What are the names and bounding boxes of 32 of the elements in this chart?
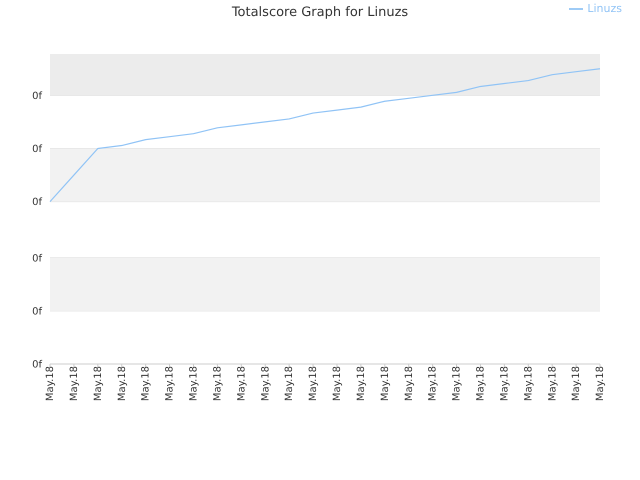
legend-label: Linuzs [587, 2, 622, 16]
x-tick-label: May.18 [284, 366, 296, 402]
x-tick-label: May.18 [164, 366, 176, 402]
x-tick-label: May.18 [595, 366, 606, 402]
x-tick-label: May.18 [523, 366, 534, 402]
text: 0f [32, 306, 42, 318]
x-tick-label: May.18 [260, 366, 272, 402]
x-tick-label: May.18 [188, 366, 200, 402]
x-tick-label: May.18 [547, 366, 558, 402]
x-tick-label: May.18 [404, 366, 415, 402]
x-tick-label: May.18 [499, 366, 510, 402]
x-tick-label: May.18 [476, 366, 487, 402]
x-tick-label: May.18 [92, 366, 104, 402]
chart-title: Totalscore Graph for Linuzs [232, 5, 408, 20]
x-tick-label: May.18 [69, 366, 80, 402]
x-tick-label: May.18 [212, 366, 224, 402]
x-tick-label: May.18 [571, 366, 582, 402]
text: 0f [32, 90, 42, 102]
x-tick-label: May.18 [452, 366, 463, 402]
x-tick-label: May.18 [116, 366, 128, 402]
x-tick-label: May.18 [356, 366, 367, 402]
text: 0f [32, 360, 42, 371]
x-tick-label: May.18 [140, 366, 152, 402]
x-tick-label: May.18 [428, 366, 439, 402]
x-tick-label: May.18 [236, 366, 248, 402]
text: 0f [32, 144, 42, 156]
x-tick-label: May.18 [380, 366, 391, 402]
x-tick-label: May.18 [308, 366, 320, 402]
x-tick-label: May.18 [332, 366, 344, 402]
text: 0f [32, 197, 42, 208]
x-tick-label: May.18 [45, 366, 56, 402]
text: 0f [32, 253, 42, 264]
